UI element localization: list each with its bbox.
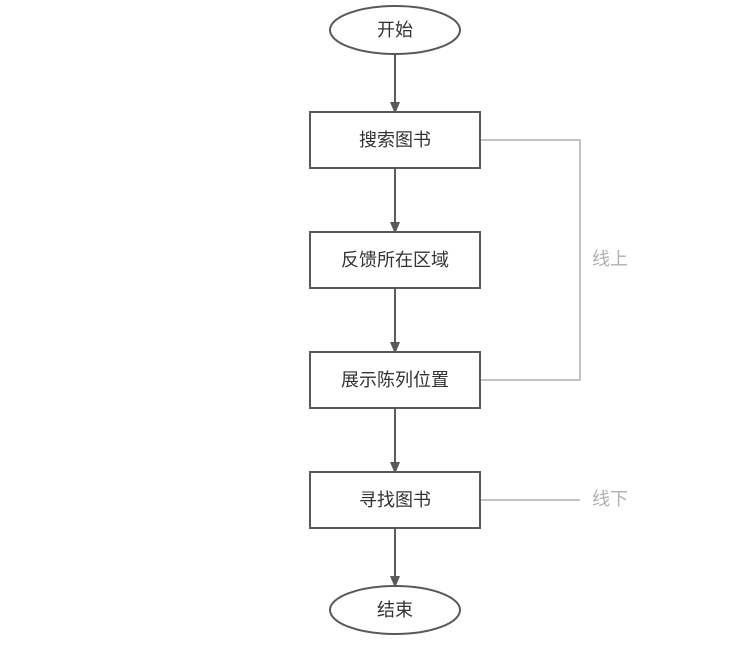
flow-node-find: 寻找图书 — [310, 472, 480, 528]
flow-node-search: 搜索图书 — [310, 112, 480, 168]
annotation-label-offline: 线下 — [592, 489, 628, 509]
flow-node-feed: 反馈所在区域 — [310, 232, 480, 288]
annotation-bracket-online — [480, 140, 580, 380]
flow-node-label: 展示陈列位置 — [341, 370, 449, 390]
annotation-label-online: 线上 — [592, 249, 628, 269]
flow-node-label: 反馈所在区域 — [341, 250, 449, 270]
flowchart-canvas: 线上线下 开始搜索图书反馈所在区域展示陈列位置寻找图书结束 — [0, 0, 750, 646]
flow-node-label: 开始 — [377, 20, 413, 40]
flow-node-label: 搜索图书 — [359, 130, 431, 150]
flow-node-label: 结束 — [377, 600, 413, 620]
flow-node-show: 展示陈列位置 — [310, 352, 480, 408]
flow-node-end: 结束 — [330, 586, 460, 634]
flow-node-label: 寻找图书 — [359, 490, 431, 510]
flow-node-start: 开始 — [330, 6, 460, 54]
